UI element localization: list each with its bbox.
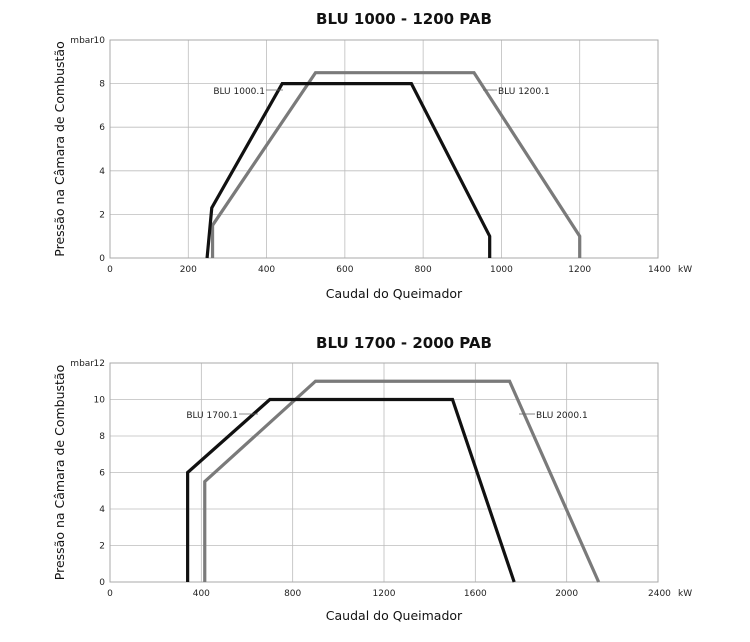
y-tick-label: 4	[99, 167, 105, 177]
y-tick-label: 8	[99, 80, 105, 90]
x-tick-label: 1400	[648, 265, 671, 275]
series-label: BLU 1200.1	[498, 87, 550, 97]
y-tick-label: 6	[99, 469, 105, 479]
chart-title: BLU 1700 - 2000 PAB	[316, 334, 492, 352]
y-unit-label: mbar	[70, 36, 94, 46]
series-label: BLU 1000.1	[213, 87, 265, 97]
y-axis-title: Pressão na Câmara de Combustão	[52, 365, 67, 580]
y-axis-title: Pressão na Câmara de Combustão	[52, 41, 67, 256]
y-tick-label: 4	[99, 505, 105, 515]
x-tick-label: 2400	[648, 589, 671, 599]
x-tick-label: 600	[336, 265, 353, 275]
y-tick-label: 6	[99, 123, 105, 133]
series-line-blu-1200-1	[210, 71, 582, 258]
x-tick-label: 800	[415, 265, 432, 275]
y-tick-label: 10	[94, 36, 106, 46]
x-tick-label: 400	[193, 589, 210, 599]
y-tick-label: 0	[99, 578, 105, 588]
chart-blu-1000-1200: BLU 1000 - 1200 PAB 0 200 400 600 800 1000 1200…	[52, 10, 692, 301]
x-axis-title: Caudal do Queimador	[326, 608, 463, 623]
x-tick-label: 2000	[555, 589, 578, 599]
x-tick-label: 0	[107, 589, 113, 599]
x-tick-label: 1200	[568, 265, 591, 275]
y-tick-label: 2	[99, 210, 105, 220]
x-tick-label: 400	[258, 265, 275, 275]
series-label: BLU 1700.1	[186, 411, 238, 421]
x-tick-label: 0	[107, 265, 113, 275]
y-tick-label: 2	[99, 542, 105, 552]
x-tick-label: 1200	[373, 589, 396, 599]
series-line-blu-2000-1	[203, 379, 601, 583]
y-tick-label: 0	[99, 254, 105, 264]
x-tick-label: 200	[180, 265, 197, 275]
plot-frame	[109, 39, 659, 259]
y-tick-label: 10	[94, 396, 106, 406]
x-unit-label: kW	[678, 589, 692, 599]
x-unit-label: kW	[678, 265, 692, 275]
x-axis-title: Caudal do Queimador	[326, 286, 463, 301]
y-unit-label: mbar	[70, 359, 94, 369]
plot-frame	[109, 362, 659, 583]
series-line-blu-1000-1	[205, 81, 492, 259]
series-line-blu-1700-1	[186, 397, 516, 583]
chart-title: BLU 1000 - 1200 PAB	[316, 10, 492, 28]
y-tick-label: 8	[99, 432, 105, 442]
series-label: BLU 2000.1	[536, 411, 588, 421]
x-tick-label: 800	[284, 589, 301, 599]
x-tick-label: 1600	[464, 589, 487, 599]
x-tick-label: 1000	[490, 265, 513, 275]
y-tick-label: 12	[94, 359, 105, 369]
